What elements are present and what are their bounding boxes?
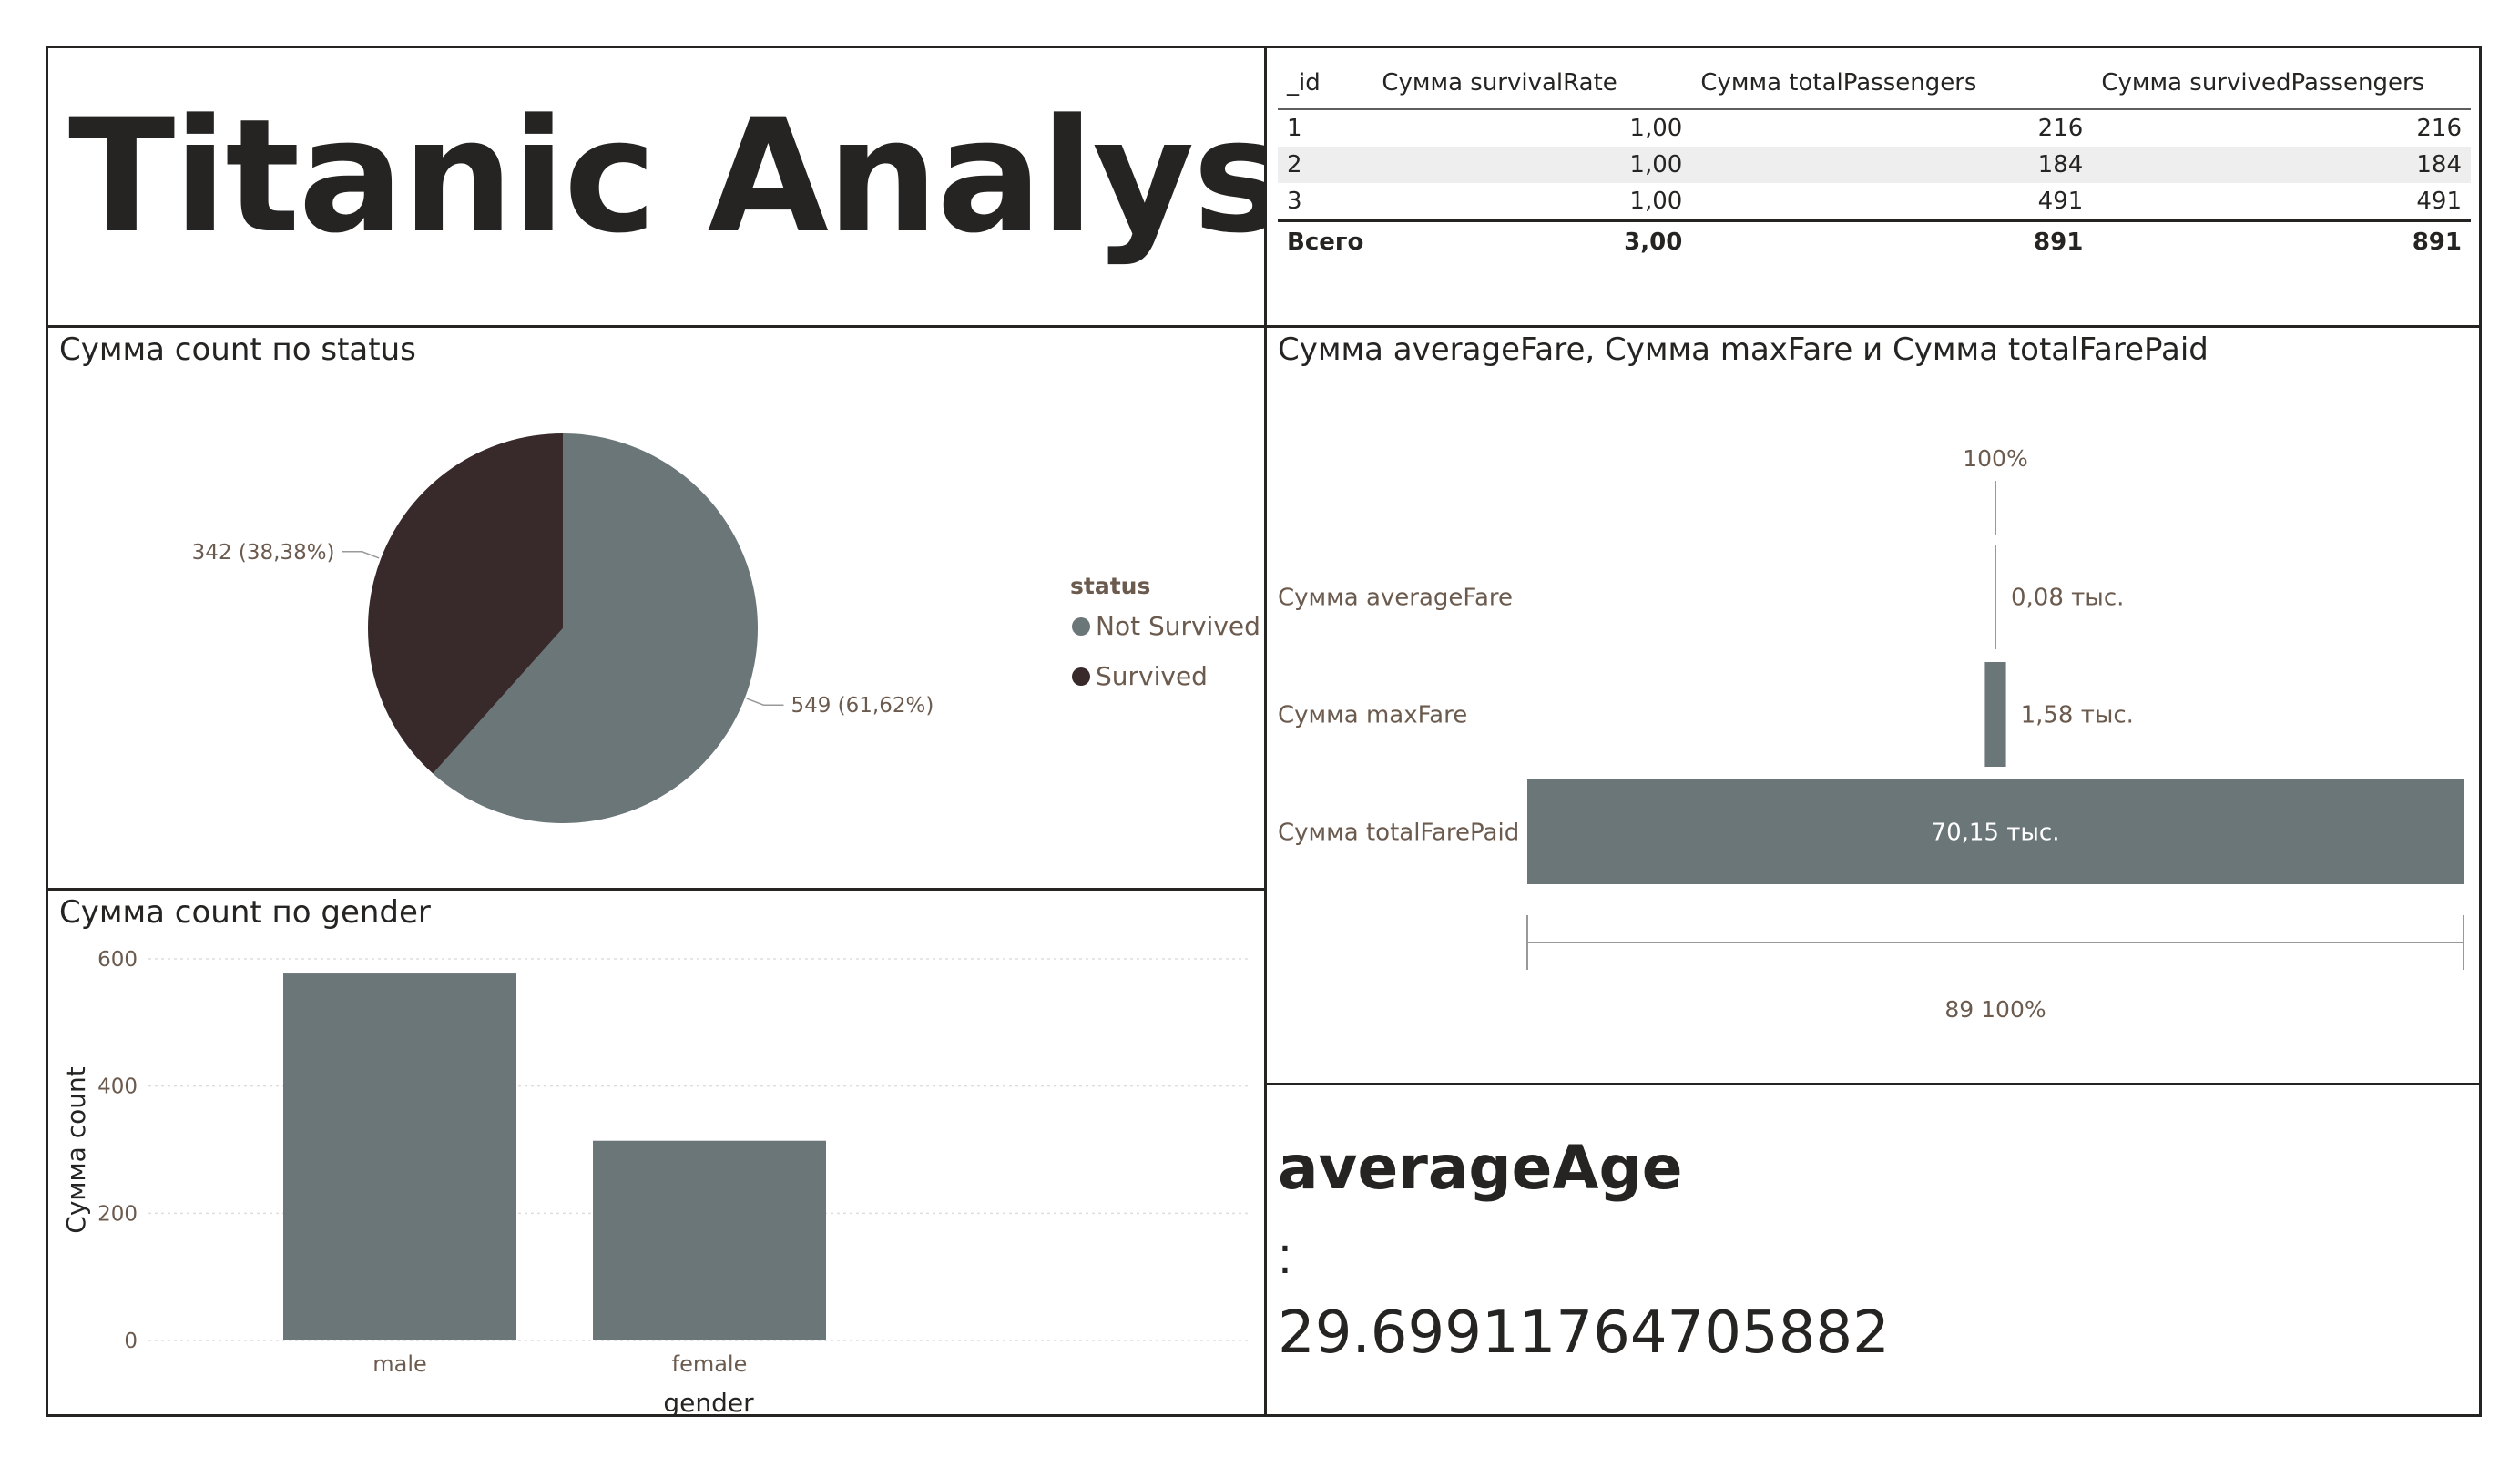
card-colon: .. — [1278, 1209, 1292, 1284]
funnel-stage-label: Сумма maxFare — [1278, 702, 1467, 729]
pie-leader-line — [342, 551, 380, 559]
page-title: Titanic Analystic — [68, 85, 1267, 268]
funnel-stage-label: Сумма totalFarePaid — [1278, 820, 1519, 847]
bar-chart-title: Сумма count по gender — [59, 894, 431, 931]
y-tick-label: 0 — [124, 1330, 138, 1353]
bar-female[interactable] — [593, 1140, 826, 1340]
pie-chart-panel: Сумма count по status 549 (61,62%) 342 (3… — [46, 325, 1267, 891]
x-tick-label: male — [372, 1351, 427, 1377]
y-axis-title: Сумма count — [61, 1066, 91, 1233]
legend-item-label[interactable]: Not Survived — [1096, 611, 1260, 641]
average-age-card: averageAge .. 29.69911764705882 — [1264, 1083, 2482, 1417]
table-cell: 1 — [1287, 115, 1302, 142]
x-axis-title: gender — [663, 1388, 754, 1414]
table-total-row: Всего 3,00 891 891 — [1278, 219, 2471, 262]
legend-item-label[interactable]: Survived — [1096, 661, 1208, 691]
bar-chart: 0 200 400 600 male female gender Сумма count — [61, 948, 1250, 1414]
funnel-data-label: 0,08 тыс. — [2011, 585, 2124, 612]
card-value: 29.69911764705882 — [1278, 1299, 1890, 1367]
table-cell: 1,00 — [1372, 147, 1692, 183]
matrix-table: _id Сумма survivalRate Сумма totalPassen… — [1278, 57, 2471, 262]
column-header-id[interactable]: _id — [1278, 57, 1373, 110]
table-cell: 891 — [2092, 219, 2471, 262]
pie-slice-survived[interactable] — [368, 433, 563, 774]
card-label: averageAge — [1278, 1133, 1683, 1203]
pie-data-label: 549 (61,62%) — [791, 694, 934, 718]
table-cell: 3 — [1287, 188, 1302, 215]
table-header-row: _id Сумма survivalRate Сумма totalPassen… — [1278, 57, 2471, 110]
table-row[interactable]: 1 1,00 216 216 — [1278, 109, 2471, 147]
table-cell: 2 — [1278, 147, 1373, 183]
funnel-bar-3[interactable] — [1527, 779, 2464, 884]
legend-marker — [1072, 617, 1090, 636]
pie-chart: 549 (61,62%) 342 (38,38%) status Not Surviv… — [192, 433, 1260, 823]
y-tick-label: 600 — [97, 948, 138, 972]
funnel-bar-1[interactable] — [1995, 545, 1996, 649]
pie-slice-not-survived[interactable] — [433, 433, 758, 823]
title-panel: Titanic Analystic — [46, 46, 1267, 328]
table-cell: 184 — [1691, 147, 2093, 183]
y-tick-label: 200 — [97, 1202, 138, 1226]
legend-marker — [1072, 667, 1090, 686]
table-cell: Всего — [1278, 219, 1373, 262]
table-cell: 184 — [2092, 147, 2471, 183]
table-row[interactable]: 3 1,00 491 491 — [1278, 183, 2471, 221]
legend-title: status — [1070, 573, 1150, 599]
funnel-chart-title: Сумма averageFare, Сумма maxFare и Сумма… — [1278, 331, 2209, 368]
column-header-total-passengers[interactable]: Сумма totalPassengers — [1691, 57, 2093, 110]
table-cell: 3,00 — [1372, 219, 1692, 262]
funnel-bar-2[interactable] — [1984, 662, 2006, 767]
column-header-survival-rate[interactable]: Сумма survivalRate — [1372, 57, 1692, 110]
table-cell: 216 — [2037, 115, 2084, 142]
funnel-top-label: 100% — [1963, 445, 2027, 472]
funnel-chart-panel: Сумма averageFare, Сумма maxFare и Сумма… — [1264, 325, 2482, 1085]
pie-chart-title: Сумма count по status — [59, 331, 416, 368]
x-tick-label: female — [672, 1351, 748, 1377]
funnel-bottom-label: 89 100% — [1944, 996, 2046, 1023]
column-header-survived-passengers[interactable]: Сумма survivedPassengers — [2092, 57, 2471, 110]
funnel-stage-label: Сумма averageFare — [1278, 585, 1513, 612]
funnel-data-label: 70,15 тыс. — [1932, 820, 2060, 847]
funnel-chart: 100% Сумма averageFare 0,08 тыс. Сумма maxF… — [1278, 445, 2464, 1023]
table-cell: 491 — [2416, 188, 2462, 215]
table-cell: 491 — [2037, 188, 2084, 215]
bar-male[interactable] — [283, 973, 516, 1340]
table-cell: 1,00 — [1629, 188, 1683, 215]
pie-data-label: 342 (38,38%) — [192, 541, 335, 565]
table-cell: 216 — [2416, 115, 2462, 142]
y-tick-label: 400 — [97, 1075, 138, 1099]
bar-chart-panel: Сумма count по gender 0 200 400 600 male fema… — [46, 888, 1267, 1417]
table-cell: 1,00 — [1629, 115, 1683, 142]
pie-leader-line — [746, 698, 784, 706]
funnel-data-label: 1,58 тыс. — [2021, 702, 2134, 729]
table-cell: 891 — [1691, 219, 2093, 262]
table-row[interactable]: 2 1,00 184 184 — [1278, 147, 2471, 183]
matrix-table-panel: _id Сумма survivalRate Сумма totalPassen… — [1264, 46, 2482, 328]
